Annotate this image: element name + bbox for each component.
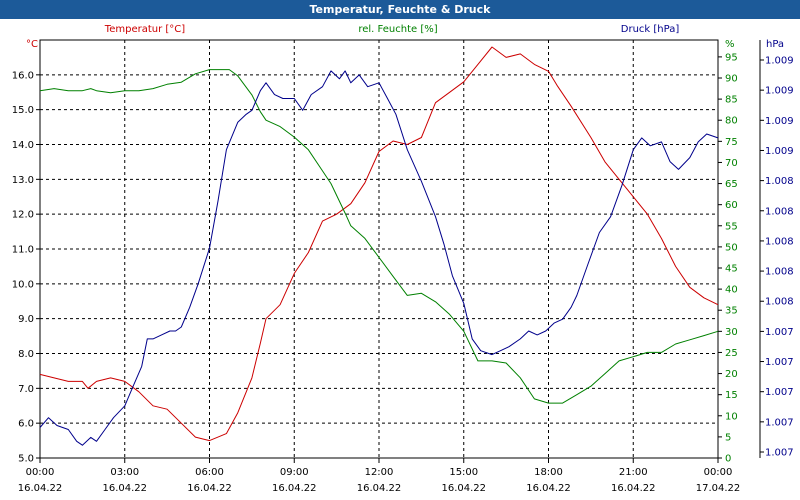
x-tick-label-date: 16.04.22 — [611, 483, 656, 494]
x-tick-label-time: 00:00 — [26, 467, 55, 478]
humidity-tick-label: 0 — [725, 454, 731, 465]
temperature-tick-label: 10.0 — [12, 279, 34, 290]
temperature-tick-label: 7.0 — [18, 384, 34, 395]
pressure-unit-label: hPa — [766, 39, 784, 50]
humidity-tick-label: 25 — [725, 348, 738, 359]
humidity-tick-label: 65 — [725, 179, 738, 190]
temperature-axis-header: Temperatur [°C] — [104, 24, 185, 35]
x-tick-label-time: 06:00 — [195, 467, 224, 478]
temperature-tick-label: 16.0 — [12, 70, 34, 81]
pressure-tick-label: 1.008 — [765, 297, 794, 308]
grid-lines — [36, 40, 764, 463]
humidity-tick-label: 60 — [725, 200, 738, 211]
humidity-tick-label: 85 — [725, 95, 738, 106]
x-tick-label-date: 16.04.22 — [272, 483, 317, 494]
pressure-tick-label: 1.007 — [765, 387, 794, 398]
temperature-tick-label: 6.0 — [18, 419, 34, 430]
x-tick-label-time: 09:00 — [280, 467, 309, 478]
chart-area: Temperatur [°C] rel. Feuchte [%] Druck [… — [12, 24, 794, 494]
pressure-tick-label: 1.009 — [765, 56, 794, 67]
humidity-tick-label: 10 — [725, 411, 738, 422]
pressure-series-line — [39, 70, 719, 446]
x-tick-label-date: 16.04.22 — [441, 483, 486, 494]
humidity-tick-label: 30 — [725, 327, 738, 338]
humidity-tick-label: 80 — [725, 116, 738, 127]
humidity-tick-label: 40 — [725, 285, 738, 296]
humidity-tick-label: 45 — [725, 264, 738, 275]
humidity-axis-header: rel. Feuchte [%] — [358, 24, 437, 35]
temperature-tick-label: 14.0 — [12, 140, 34, 151]
temperature-unit-label: °C — [26, 39, 38, 50]
temperature-tick-label: 11.0 — [12, 245, 34, 256]
humidity-tick-label: 95 — [725, 52, 738, 63]
humidity-tick-label: 75 — [725, 137, 738, 148]
pressure-tick-label: 1.007 — [765, 448, 794, 459]
axis-labels: Temperatur [°C] rel. Feuchte [%] Druck [… — [12, 24, 794, 494]
x-tick-label-time: 00:00 — [704, 467, 733, 478]
pressure-tick-label: 1.008 — [765, 176, 794, 187]
pressure-tick-label: 1.007 — [765, 357, 794, 368]
humidity-tick-label: 20 — [725, 369, 738, 380]
temperature-series-line — [39, 46, 719, 442]
temperature-tick-label: 5.0 — [18, 454, 34, 465]
humidity-tick-label: 55 — [725, 221, 738, 232]
pressure-tick-label: 1.009 — [765, 116, 794, 127]
humidity-tick-label: 90 — [725, 74, 738, 85]
humidity-tick-label: 15 — [725, 390, 738, 401]
x-tick-label-time: 03:00 — [110, 467, 139, 478]
x-tick-label-date: 16.04.22 — [102, 483, 147, 494]
x-tick-label-date: 17.04.22 — [696, 483, 741, 494]
temperature-tick-label: 9.0 — [18, 314, 34, 325]
humidity-tick-label: 70 — [725, 158, 738, 169]
x-tick-label-date: 16.04.22 — [18, 483, 63, 494]
x-tick-label-date: 16.04.22 — [187, 483, 232, 494]
pressure-tick-label: 1.009 — [765, 146, 794, 157]
temperature-tick-label: 13.0 — [12, 175, 34, 186]
pressure-axis-header: Druck [hPa] — [621, 24, 680, 35]
pressure-tick-label: 1.008 — [765, 236, 794, 247]
temperature-tick-label: 12.0 — [12, 210, 34, 221]
x-tick-label-date: 16.04.22 — [526, 483, 571, 494]
pressure-tick-label: 1.007 — [765, 327, 794, 338]
x-tick-label-date: 16.04.22 — [357, 483, 402, 494]
temperature-tick-label: 8.0 — [18, 349, 34, 360]
x-tick-label-time: 12:00 — [365, 467, 394, 478]
pressure-tick-label: 1.008 — [765, 267, 794, 278]
x-tick-label-time: 15:00 — [449, 467, 478, 478]
humidity-unit-label: % — [725, 39, 735, 50]
window-title: Temperatur, Feuchte & Druck — [309, 3, 491, 16]
humidity-tick-label: 35 — [725, 306, 738, 317]
humidity-series-line — [39, 69, 719, 404]
series-lines — [39, 46, 719, 446]
temperature-tick-label: 15.0 — [12, 105, 34, 116]
humidity-tick-label: 50 — [725, 242, 738, 253]
pressure-tick-label: 1.009 — [765, 86, 794, 97]
x-tick-label-time: 21:00 — [619, 467, 648, 478]
chart-title-bar: Temperatur, Feuchte & Druck — [0, 0, 800, 19]
humidity-tick-label: 5 — [725, 432, 731, 443]
x-tick-label-time: 18:00 — [534, 467, 563, 478]
pressure-tick-label: 1.008 — [765, 206, 794, 217]
pressure-tick-label: 1.007 — [765, 417, 794, 428]
